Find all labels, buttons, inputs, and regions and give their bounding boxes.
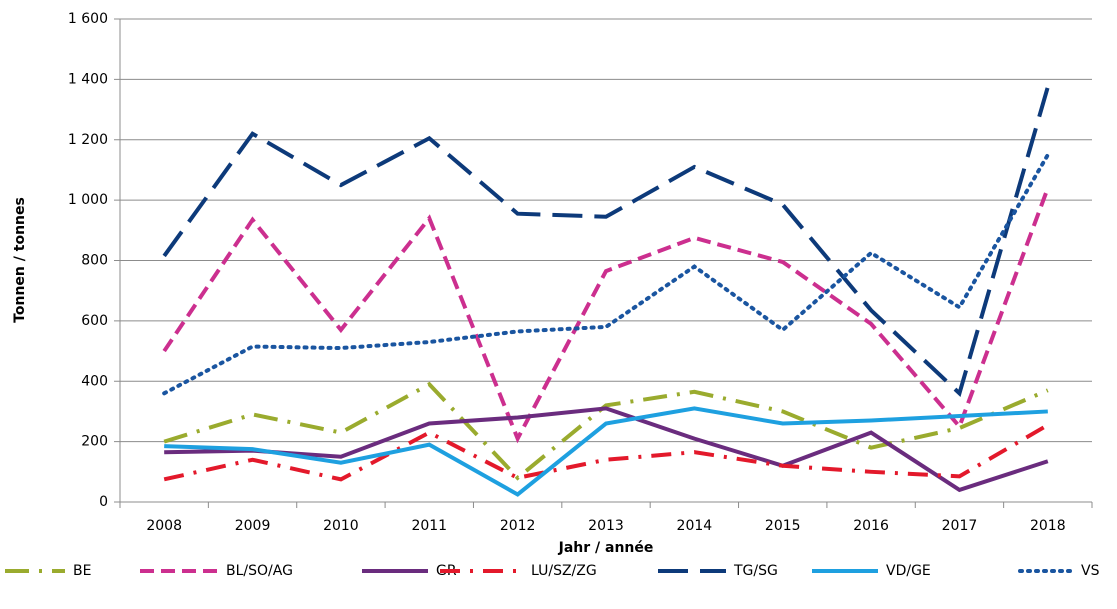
legend-label: BL/SO/AG <box>226 563 293 579</box>
y-tick-label: 0 <box>99 494 108 510</box>
x-tick-label: 2016 <box>853 518 889 534</box>
x-tick-label: 2013 <box>588 518 624 534</box>
y-tick-label: 600 <box>81 313 108 329</box>
x-tick-label: 2012 <box>500 518 536 534</box>
x-tick-label: 2014 <box>677 518 713 534</box>
x-tick-label: 2011 <box>411 518 447 534</box>
y-tick-label: 400 <box>81 373 108 389</box>
x-tick-label: 2010 <box>323 518 359 534</box>
x-tick-label: 2015 <box>765 518 801 534</box>
y-tick-label: 1 600 <box>68 11 108 27</box>
series-line <box>162 187 1050 444</box>
legend-label: VD/GE <box>886 563 931 579</box>
x-axis-title: Jahr / année <box>558 540 654 556</box>
series-line <box>164 406 1049 493</box>
y-tick-label: 800 <box>81 253 108 269</box>
x-tick-label: 2008 <box>146 518 182 534</box>
y-tick-label: 1 200 <box>68 132 108 148</box>
series-line <box>163 381 1049 481</box>
legend-label: VS <box>1081 563 1100 579</box>
y-axis-title: Tonnen / tonnes <box>12 197 28 323</box>
legend-label: LU/SZ/ZG <box>531 563 597 579</box>
x-tick-label: 2017 <box>942 518 978 534</box>
y-tick-label: 1 000 <box>68 192 108 208</box>
x-tick-label: 2018 <box>1030 518 1066 534</box>
legend-label: TG/SG <box>733 563 778 579</box>
series-line <box>164 406 1048 497</box>
y-tick-label: 200 <box>81 434 108 450</box>
y-tick-label: 1 400 <box>68 71 108 87</box>
series-line <box>162 86 1050 398</box>
series-line <box>162 152 1050 396</box>
legend-label: BE <box>73 563 91 579</box>
x-tick-label: 2009 <box>235 518 271 534</box>
